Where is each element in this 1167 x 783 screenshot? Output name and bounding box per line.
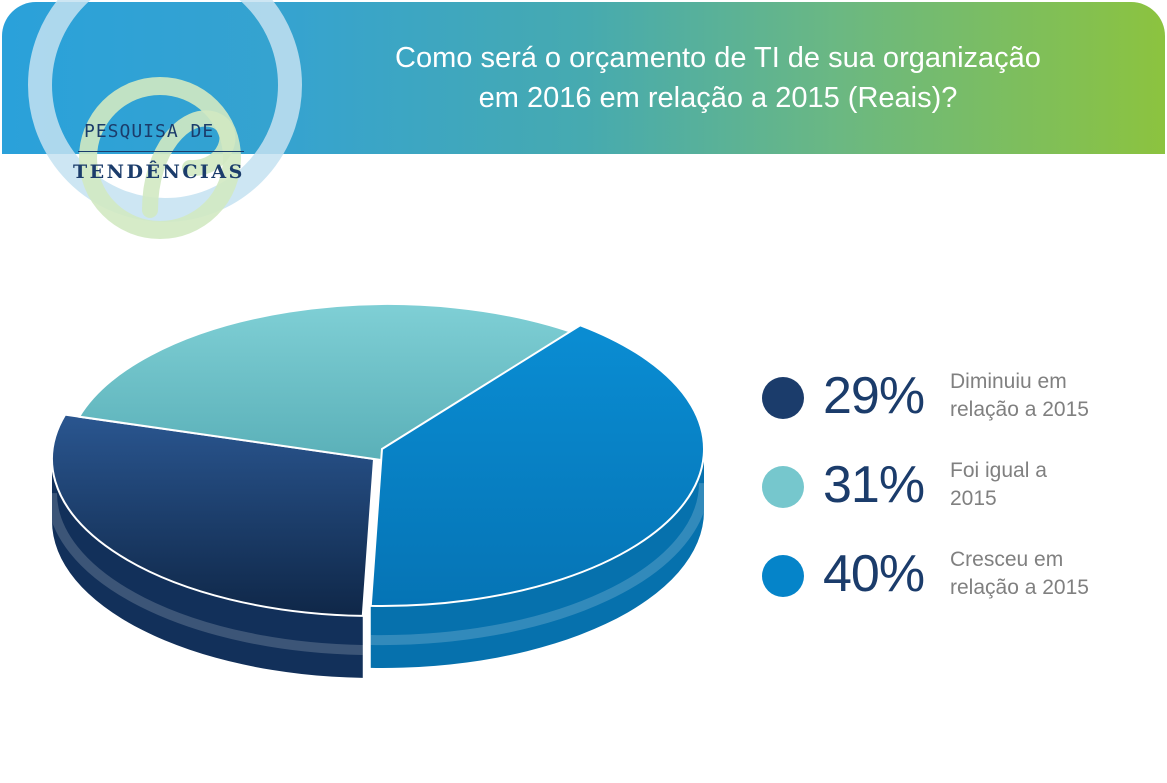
legend-label-diminuiu: Diminuiu em relação a 2015 xyxy=(950,368,1089,424)
pie-slice-cresceu xyxy=(369,324,705,607)
title-line-1: Como será o orçamento de TI de sua organ… xyxy=(395,42,1041,74)
pie-wall-highlight-cresceu xyxy=(370,483,709,646)
pie-walls xyxy=(47,449,709,678)
legend-percent-cresceu: 40% xyxy=(823,545,925,603)
legend-dot-diminuiu xyxy=(762,377,804,419)
pie-slice-igual xyxy=(77,303,589,463)
logo-divider xyxy=(78,151,244,152)
legend-label-diminuiu-line1: Diminuiu em xyxy=(950,370,1067,393)
header-banner: Como será o orçamento de TI de sua organ… xyxy=(2,2,1165,154)
legend-item-cresceu: 40% Cresceu em relação a 2015 xyxy=(760,546,1140,626)
legend-item-igual: 31% Foi igual a 2015 xyxy=(760,457,1140,537)
logo-text-tendencias: TENDÊNCIAS xyxy=(73,161,245,183)
legend-label-cresceu-line1: Cresceu em xyxy=(950,548,1064,571)
legend-percent-igual: 31% xyxy=(823,456,925,514)
pie-chart xyxy=(47,303,709,678)
pie-wall-cresceu xyxy=(370,449,704,668)
legend-percent-diminuiu: 29% xyxy=(823,367,925,425)
legend-dot-igual xyxy=(762,466,804,508)
pie-tops xyxy=(51,303,705,617)
legend-label-igual-line1: Foi igual a xyxy=(950,459,1047,482)
legend-dot-cresceu xyxy=(762,555,804,597)
legend-label-igual: Foi igual a 2015 xyxy=(950,457,1047,513)
pie-wall-diminuiu xyxy=(52,459,363,678)
legend-label-diminuiu-line2: relação a 2015 xyxy=(950,398,1089,421)
legend-label-igual-line2: 2015 xyxy=(950,487,997,510)
legend-item-diminuiu: 29% Diminuiu em relação a 2015 xyxy=(760,368,1140,448)
logo-swirl-icon xyxy=(28,0,302,239)
pie-wall-highlight-diminuiu xyxy=(47,493,363,656)
title-line-2: em 2016 em relação a 2015 (Reais)? xyxy=(478,82,958,114)
logo-text-pesquisa: PESQUISA DE xyxy=(84,121,215,142)
pie-slice-diminuiu xyxy=(51,413,376,617)
legend-label-cresceu: Cresceu em relação a 2015 xyxy=(950,546,1089,602)
legend-label-cresceu-line2: relação a 2015 xyxy=(950,576,1089,599)
chart-title: Como será o orçamento de TI de sua organ… xyxy=(302,38,1134,118)
